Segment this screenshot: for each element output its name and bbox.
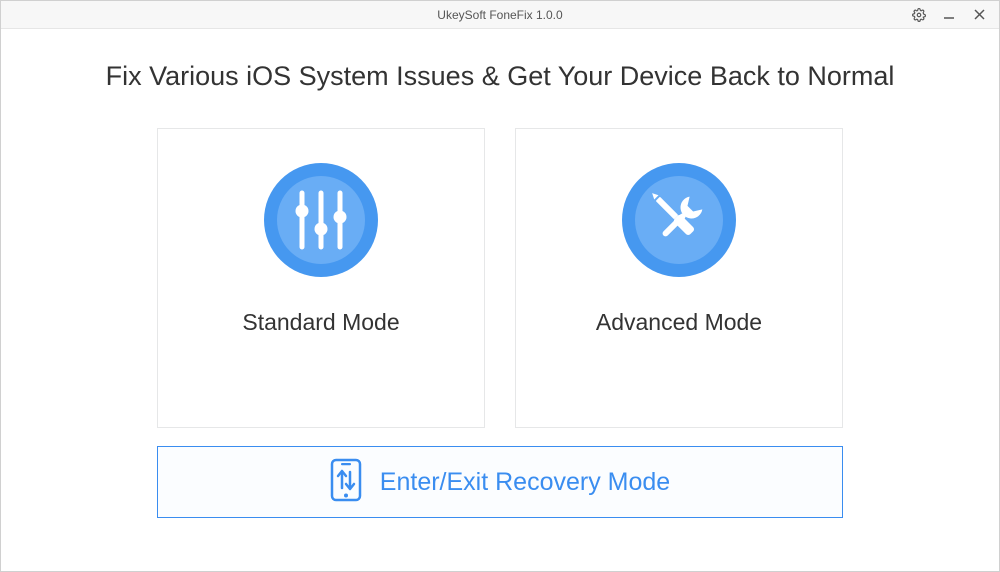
advanced-mode-card[interactable]: Advanced Mode: [515, 128, 843, 428]
phone-arrows-icon: [330, 458, 362, 507]
page-headline: Fix Various iOS System Issues & Get Your…: [106, 61, 895, 92]
titlebar-controls: [911, 1, 995, 28]
sliders-icon: [264, 163, 378, 277]
tools-icon: [622, 163, 736, 277]
main-content: Fix Various iOS System Issues & Get Your…: [1, 29, 999, 538]
close-button[interactable]: [971, 7, 987, 23]
recovery-mode-button[interactable]: Enter/Exit Recovery Mode: [157, 446, 843, 518]
standard-mode-label: Standard Mode: [242, 309, 399, 336]
recovery-mode-label: Enter/Exit Recovery Mode: [380, 468, 670, 497]
window-title: UkeySoft FoneFix 1.0.0: [437, 8, 562, 22]
titlebar: UkeySoft FoneFix 1.0.0: [1, 1, 999, 29]
mode-cards: Standard Mode: [157, 128, 843, 428]
settings-icon[interactable]: [911, 7, 927, 23]
standard-mode-card[interactable]: Standard Mode: [157, 128, 485, 428]
minimize-button[interactable]: [941, 7, 957, 23]
advanced-mode-label: Advanced Mode: [596, 309, 762, 336]
